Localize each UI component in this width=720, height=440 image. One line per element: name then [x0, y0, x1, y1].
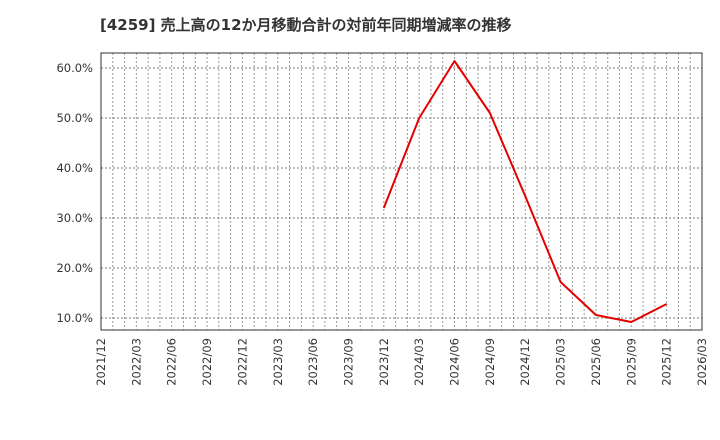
x-tick-label: 2024/09	[483, 338, 497, 386]
series-line	[382, 60, 668, 323]
chart-title: [4259] 売上高の12か月移動合計の対前年同期増減率の推移	[100, 16, 512, 34]
x-tick-label: 2023/12	[377, 338, 391, 386]
x-tick-label: 2025/03	[554, 338, 568, 386]
x-tick-label: 2023/06	[306, 338, 320, 386]
x-tick-label: 2024/12	[518, 338, 532, 386]
plot-area-border	[100, 52, 703, 331]
x-tick-label: 2024/03	[412, 338, 426, 386]
x-tick-label: 2023/09	[341, 338, 355, 386]
x-tick-label: 2023/03	[271, 338, 285, 386]
x-tick-label: 2025/06	[589, 338, 603, 386]
x-tick-label: 2022/12	[235, 338, 249, 386]
x-axis-ticks: 2021/12 2022/03 2022/06 2022/09 2022/12 2023/…	[94, 338, 709, 386]
x-tick-label: 2025/09	[624, 338, 638, 386]
y-tick-label: 20.0%	[56, 261, 93, 275]
x-tick-label: 2022/09	[200, 338, 214, 386]
x-tick-label: 2024/06	[448, 338, 462, 386]
data-series	[382, 60, 668, 323]
x-tick-label: 2025/12	[660, 338, 674, 386]
x-tick-label: 2021/12	[94, 338, 108, 386]
y-tick-label: 30.0%	[56, 211, 93, 225]
y-tick-label: 50.0%	[56, 111, 93, 125]
x-tick-label: 2022/03	[129, 338, 143, 386]
y-tick-label: 10.0%	[56, 311, 93, 325]
y-tick-label: 40.0%	[56, 161, 93, 175]
y-axis-ticks: 10.0% 20.0% 30.0% 40.0% 50.0% 60.0%	[56, 61, 93, 325]
y-tick-label: 60.0%	[56, 61, 93, 75]
x-tick-label: 2022/06	[165, 338, 179, 386]
grid-lines	[101, 53, 702, 330]
x-tick-label: 2026/03	[695, 338, 709, 386]
